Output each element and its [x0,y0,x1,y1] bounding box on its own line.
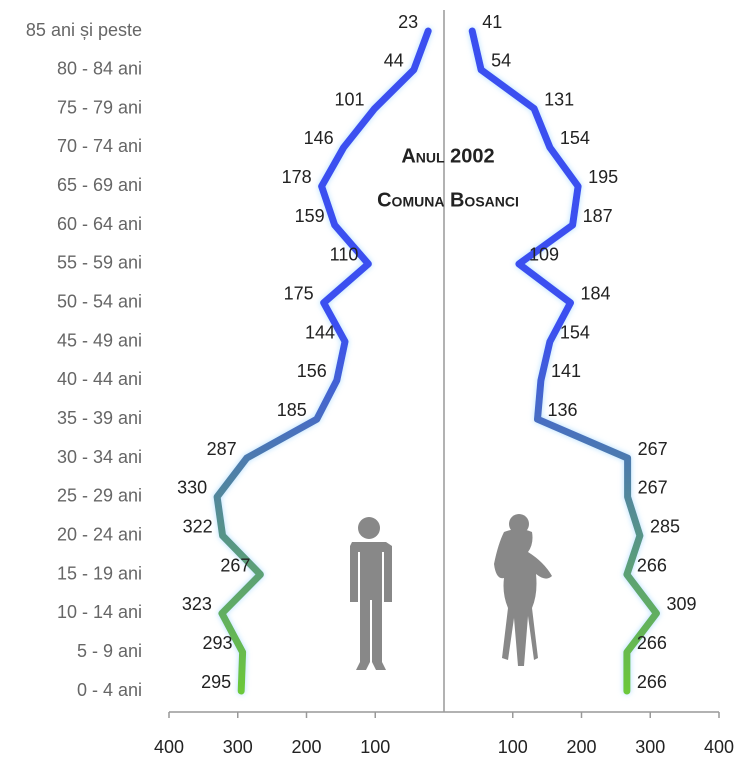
chart-subtitle: Comuna Bosanci [377,189,519,211]
data-label: 187 [583,206,613,226]
data-label: 330 [177,478,207,498]
silhouettes [350,514,552,670]
data-label: 309 [666,594,696,614]
data-label: 185 [277,400,307,420]
y-tick-label: 75 - 79 ani [57,97,142,117]
data-label: 175 [284,284,314,304]
data-label: 159 [295,206,325,226]
y-tick-label: 65 - 69 ani [57,175,142,195]
x-tick-label: 300 [223,737,253,757]
data-label: 23 [398,12,418,32]
population-line [213,27,432,695]
data-label: 44 [384,51,404,71]
data-label: 178 [282,167,312,187]
y-tick-label: 60 - 64 ani [57,214,142,234]
data-label: 110 [330,245,359,265]
y-tick-label: 40 - 44 ani [57,369,142,389]
data-label: 267 [638,478,668,498]
population-line [468,27,660,695]
data-label: 109 [529,245,559,265]
x-tick-label: 200 [566,737,596,757]
y-tick-label: 20 - 24 ani [57,524,142,544]
data-label: 101 [335,89,365,109]
data-label: 293 [203,633,233,653]
data-label: 285 [650,516,680,536]
x-tick-label: 400 [154,737,184,757]
y-tick-label: 85 ani și peste [26,20,142,40]
y-tick-label: 15 - 19 ani [57,563,142,583]
data-label: 266 [637,672,667,692]
man-icon [350,517,392,670]
data-label: 136 [548,400,578,420]
data-label: 131 [544,89,574,109]
woman-icon [494,514,552,666]
data-label: 323 [182,594,212,614]
data-label: 266 [637,633,667,653]
y-tick-label: 70 - 74 ani [57,136,142,156]
y-tick-label: 0 - 4 ani [77,680,142,700]
y-tick-label: 10 - 14 ani [57,602,142,622]
x-tick-label: 200 [291,737,321,757]
data-label: 141 [551,361,581,381]
y-tick-label: 5 - 9 ani [77,641,142,661]
data-label: 195 [588,167,618,187]
data-label: 144 [305,322,335,342]
data-label: 267 [638,439,668,459]
data-label: 295 [201,672,231,692]
y-tick-label: 80 - 84 ani [57,59,142,79]
x-tick-label: 100 [360,737,390,757]
chart-title: Anul 2002 [401,145,494,167]
data-label: 154 [560,128,590,148]
data-label: 41 [482,12,502,32]
y-tick-label: 45 - 49 ani [57,330,142,350]
y-tick-label: 30 - 34 ani [57,447,142,467]
x-tick-label: 300 [635,737,665,757]
y-tick-label: 50 - 54 ani [57,292,142,312]
y-tick-label: 25 - 29 ani [57,486,142,506]
data-label: 266 [637,555,667,575]
data-label: 322 [183,516,213,536]
y-tick-label: 35 - 39 ani [57,408,142,428]
data-label: 267 [220,555,250,575]
data-label: 287 [207,439,237,459]
y-tick-label: 55 - 59 ani [57,253,142,273]
data-label: 184 [581,284,611,304]
data-label: 156 [297,361,327,381]
data-label: 54 [491,51,511,71]
x-tick-label: 400 [704,737,734,757]
x-tick-label: 100 [498,737,528,757]
data-label: 154 [560,322,590,342]
data-label: 146 [304,128,334,148]
